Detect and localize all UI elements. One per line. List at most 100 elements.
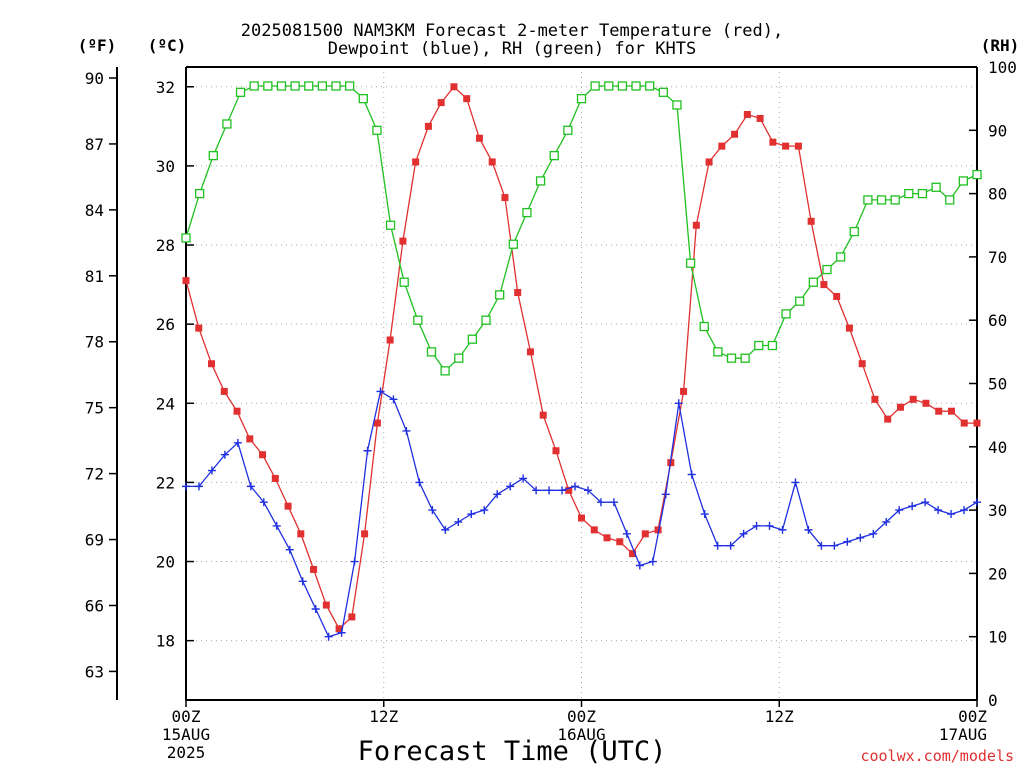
celsius-tick-label: 30 (156, 157, 175, 176)
rh-point (467, 334, 478, 344)
rh-point (249, 81, 259, 91)
dewpoint-point (428, 506, 437, 515)
2-meter-temperature-point (782, 142, 790, 150)
rh-point (440, 366, 450, 376)
rh-point (426, 347, 437, 357)
x-tick-label: 15AUG (162, 725, 210, 744)
2-meter-temperature-point (692, 221, 700, 229)
2-meter-temperature-point (807, 217, 815, 225)
rh-point (699, 321, 709, 332)
dewpoint-point (739, 529, 748, 538)
dewpoint-point (298, 577, 307, 586)
x-tick-label: 00Z (172, 707, 201, 726)
2-meter-temperature-point (182, 277, 190, 285)
dewpoint-point (700, 510, 709, 519)
rh-point (235, 87, 246, 97)
rh-tick-label: 20 (988, 564, 1007, 583)
2-meter-temperature-point (680, 387, 688, 395)
dewpoint-point (960, 506, 969, 515)
dewpoint-point (207, 466, 216, 475)
rh-point (617, 81, 628, 91)
rh-tick-label: 50 (988, 375, 1007, 394)
rh-point (563, 125, 573, 135)
2-meter-temperature-point (590, 526, 598, 534)
rh-tick-label: 0 (988, 691, 998, 710)
dewpoint-point (389, 395, 398, 404)
2-meter-temperature-point (322, 601, 330, 609)
dewpoint-line (186, 390, 978, 638)
fahrenheit-tick-label: 63 (85, 662, 104, 681)
2-meter-temperature-point (450, 83, 458, 91)
celsius-tick-label: 32 (156, 78, 175, 97)
rh-point (358, 94, 368, 104)
dewpoint-point (285, 545, 294, 554)
rh-point (208, 150, 218, 161)
dewpoint-point (843, 537, 852, 546)
2-meter-temperature-point (947, 407, 955, 415)
2-meter-temperature-point (361, 530, 369, 538)
rh-point (835, 252, 846, 262)
rh-point (658, 87, 668, 97)
dewpoint-point (765, 521, 774, 530)
rh-point (317, 81, 328, 91)
rh-point (590, 81, 600, 91)
x-tick-label: 17AUG (939, 725, 987, 744)
2-meter-temperature-point (284, 502, 292, 510)
rh-point (781, 309, 791, 319)
dewpoint-point (661, 490, 670, 499)
rh-point (535, 176, 546, 186)
x-tick-label: 12Z (765, 707, 794, 726)
dewpoint-point (687, 470, 696, 479)
2-meter-temperature-point (220, 387, 228, 395)
2-meter-temperature-point (271, 474, 279, 482)
dewpoint-point (402, 426, 411, 435)
dewpoint-point (415, 478, 424, 487)
tick-label-layer: 63 66 69 72 75 78 81 84 87 90 18 20 22 24 26 28 30 32 0 10 2… (85, 58, 1017, 762)
dewpoint-point (259, 498, 268, 507)
fahrenheit-tick-label: 69 (85, 531, 104, 550)
dewpoint-point (908, 502, 917, 511)
celsius-tick-label: 20 (156, 553, 175, 572)
rh-tick-label: 10 (988, 628, 1007, 647)
2-meter-temperature-point (871, 395, 879, 403)
dewpoint-point (778, 525, 787, 534)
dewpoint-point (921, 498, 930, 507)
dewpoint-point (830, 541, 839, 550)
rh-point (604, 81, 614, 91)
dewpoint-point (532, 486, 541, 495)
rh-point (372, 125, 382, 135)
dewpoint-point (609, 498, 618, 507)
grid-layer (186, 67, 977, 700)
rh-point (645, 81, 655, 91)
rh-point (522, 207, 532, 218)
dewpoint-point (895, 506, 904, 515)
fahrenheit-tick-label: 87 (85, 135, 104, 154)
rh-point (876, 195, 887, 205)
dewpoint-point (220, 450, 229, 459)
rh-point (304, 81, 314, 91)
2-meter-temperature-point (884, 415, 892, 423)
dewpoint-point (583, 486, 592, 495)
dewpoint-point (493, 490, 502, 499)
fahrenheit-tick-label: 81 (85, 267, 104, 286)
2-meter-temperature-point (386, 336, 394, 344)
2-meter-temperature-point (820, 281, 828, 289)
dewpoint-point (571, 482, 580, 491)
rh-point (454, 353, 464, 363)
fahrenheit-tick-label: 72 (85, 465, 104, 484)
dewpoint-point (791, 478, 800, 487)
rh-point (481, 315, 491, 325)
rh-point (685, 258, 696, 268)
dewpoint-point (454, 517, 463, 526)
2-meter-temperature-point (259, 451, 267, 459)
rh-axis-unit-label: (RH) (981, 36, 1020, 55)
chart-title-line-2: Dewpoint (blue), RH (green) for KHTS (328, 39, 696, 59)
rh-point (345, 81, 355, 91)
dewpoint-point (882, 517, 891, 526)
rh-point (194, 188, 205, 199)
rh-point (263, 81, 273, 91)
dewpoint-point (648, 557, 657, 566)
2-meter-temperature-series (182, 83, 981, 633)
2-meter-temperature-point (629, 550, 637, 558)
